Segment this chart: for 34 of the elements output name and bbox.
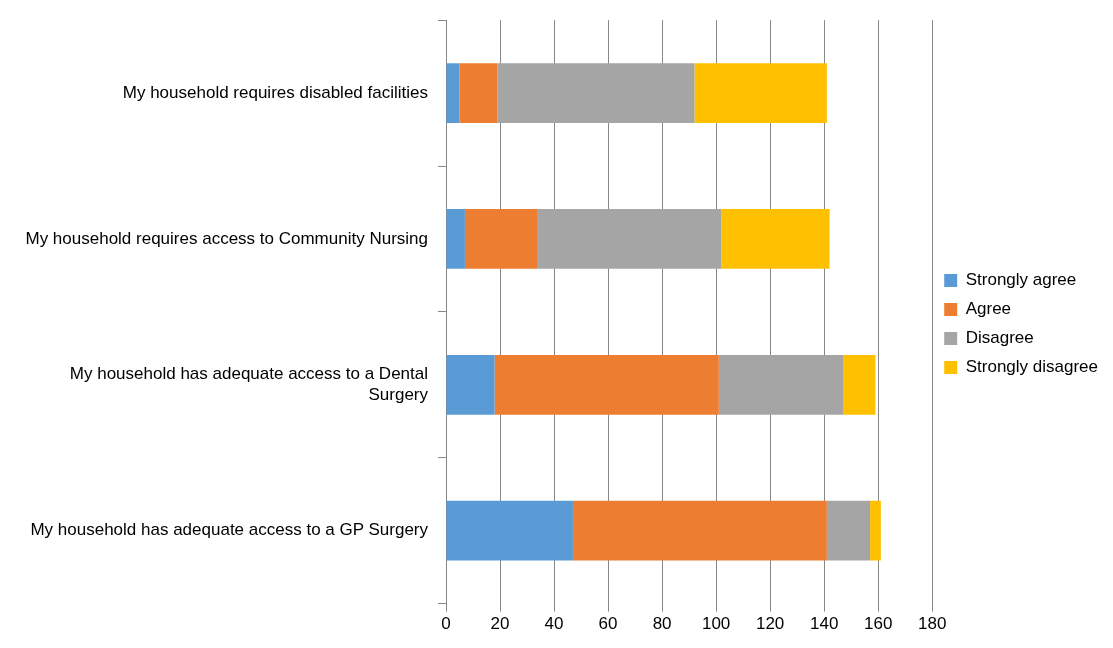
bar <box>826 500 871 561</box>
bar <box>464 209 538 269</box>
x-tick-label: 40 <box>544 614 564 634</box>
bar <box>870 500 881 561</box>
legend-label: Disagree <box>965 328 1034 348</box>
y-tick-label: My household has adequate access to a Dental Surgery <box>69 364 429 404</box>
x-tick-label: 160 <box>863 614 893 634</box>
y-tick-label: My household requires disabled facilities <box>122 82 428 102</box>
bar <box>843 354 876 415</box>
bar <box>446 63 460 124</box>
x-tick-label: 0 <box>441 614 451 634</box>
bar <box>572 500 827 561</box>
bar <box>459 63 498 124</box>
bar <box>718 354 844 415</box>
bar <box>446 209 465 269</box>
x-tick-label: 180 <box>918 614 947 634</box>
bar <box>497 63 695 124</box>
legend-label: Strongly agree <box>965 270 1077 290</box>
bar <box>694 63 827 124</box>
legend-label: Strongly disagree <box>965 357 1099 377</box>
bar <box>446 354 495 415</box>
x-tick-label: 140 <box>809 614 839 634</box>
y-tick-label: My household requires access to Community Nursing <box>25 228 428 248</box>
bar <box>446 500 573 561</box>
x-tick-label: 120 <box>755 614 785 634</box>
bar <box>494 354 719 415</box>
x-tick-label: 100 <box>701 614 731 634</box>
bar <box>721 209 830 269</box>
x-tick-label: 60 <box>598 614 618 634</box>
x-tick-label: 80 <box>652 614 672 634</box>
bar <box>537 209 722 269</box>
x-tick-label: 20 <box>490 614 510 634</box>
y-tick-label: My household has adequate access to a GP Surgery <box>30 520 429 540</box>
legend-label: Agree <box>965 299 1012 319</box>
